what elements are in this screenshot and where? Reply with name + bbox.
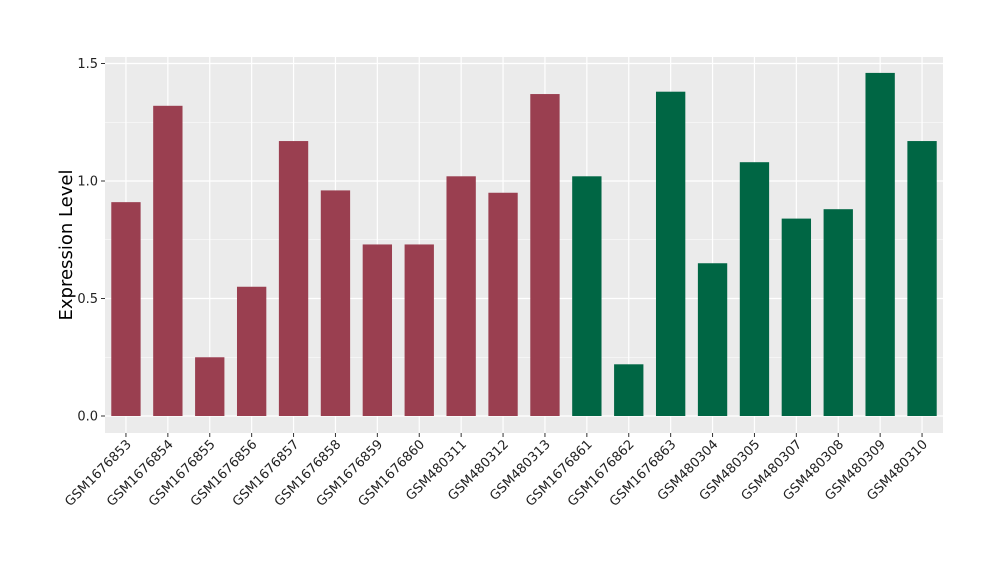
- y-tick-label: 0.0: [77, 410, 98, 425]
- y-tick-label: 1.0: [77, 175, 98, 190]
- bar: [320, 190, 351, 416]
- bar: [907, 141, 937, 417]
- bar: [697, 263, 728, 416]
- bars: [111, 72, 937, 417]
- bar: [488, 192, 518, 416]
- y-tick-label: 1.5: [77, 57, 98, 72]
- plot-panel: [105, 57, 943, 433]
- bar: [195, 357, 225, 416]
- bar: [865, 72, 895, 417]
- bar: [739, 162, 770, 416]
- y-axis: 0.0 0.5 1.0 1.5: [77, 57, 105, 425]
- bar: [278, 141, 309, 417]
- bar: [781, 218, 812, 416]
- bar: [111, 202, 141, 416]
- bar: [236, 286, 267, 416]
- bar: [572, 176, 602, 416]
- y-tick-label: 0.5: [77, 292, 98, 307]
- bar: [362, 244, 393, 416]
- bar: [655, 91, 686, 416]
- bar: [446, 176, 476, 416]
- bar: [530, 94, 560, 417]
- y-axis-label: Expression Level: [56, 170, 77, 321]
- bar: [614, 364, 644, 416]
- bar: [823, 209, 853, 416]
- bar: [404, 244, 434, 416]
- bar: [153, 105, 183, 417]
- x-axis: GSM1676853GSM1676854GSM1676855GSM1676856…: [62, 433, 931, 510]
